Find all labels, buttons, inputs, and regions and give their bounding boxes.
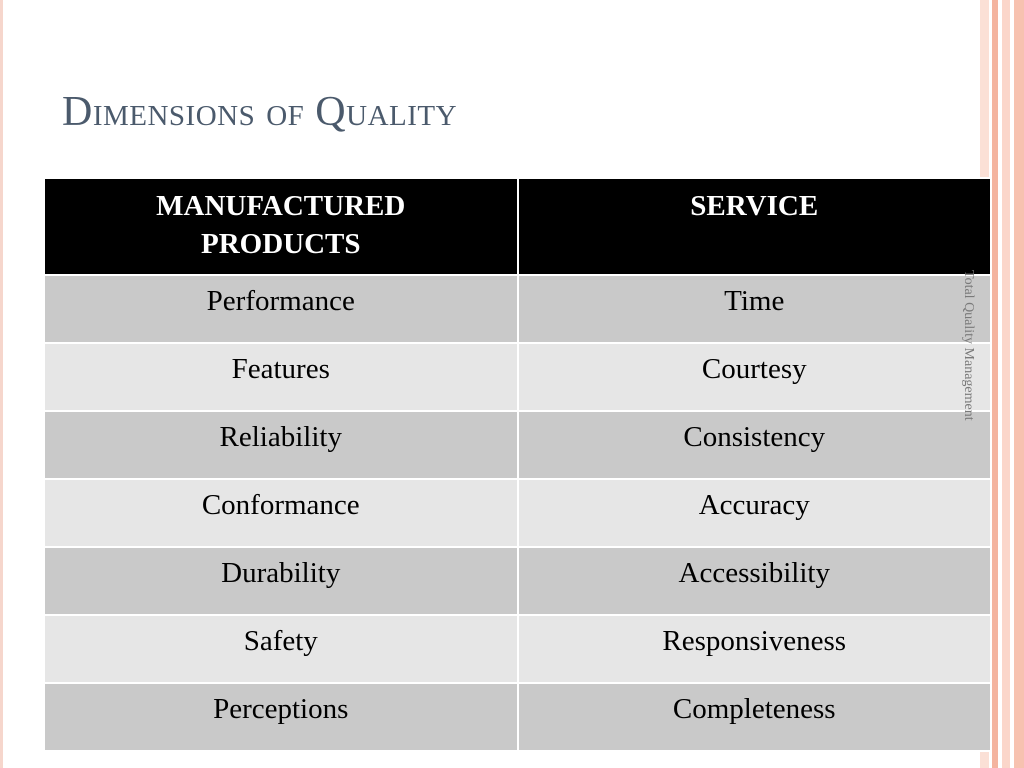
column-header-text: MANUFACTURED PRODUCTS xyxy=(156,190,406,260)
table-cell: Performance xyxy=(43,274,519,344)
table-cell: Consistency xyxy=(516,410,992,480)
table-row: Features Courtesy xyxy=(43,342,992,412)
side-label: Total Quality Management xyxy=(961,270,976,421)
quality-table: MANUFACTURED PRODUCTS SERVICE Performanc… xyxy=(43,177,992,752)
stripe xyxy=(992,0,998,768)
column-header: SERVICE xyxy=(516,177,992,276)
table-body: Performance Time Features Courtesy Reliabili… xyxy=(43,274,992,752)
slide-title: Dimensions of Quality xyxy=(62,89,458,135)
table-row: Safety Responsiveness xyxy=(43,614,992,684)
table-cell: Conformance xyxy=(43,478,519,548)
column-header: MANUFACTURED PRODUCTS xyxy=(43,177,519,276)
table-row: Performance Time xyxy=(43,274,992,344)
table-cell: Responsiveness xyxy=(516,614,992,684)
column-header-text: SERVICE xyxy=(690,190,819,222)
header-row: MANUFACTURED PRODUCTS SERVICE xyxy=(43,177,992,276)
left-edge xyxy=(0,0,3,768)
stripe xyxy=(1002,0,1010,768)
table-row: Reliability Consistency xyxy=(43,410,992,480)
table-cell: Safety xyxy=(43,614,519,684)
table-cell: Accessibility xyxy=(516,546,992,616)
stripe xyxy=(1014,0,1024,768)
table-cell: Features xyxy=(43,342,519,412)
table-row: Conformance Accuracy xyxy=(43,478,992,548)
table-cell: Courtesy xyxy=(516,342,992,412)
table-cell: Accuracy xyxy=(516,478,992,548)
table-cell: Reliability xyxy=(43,410,519,480)
table-cell: Perceptions xyxy=(43,682,519,752)
table-row: Durability Accessibility xyxy=(43,546,992,616)
table-row: Perceptions Completeness xyxy=(43,682,992,752)
table-cell: Completeness xyxy=(516,682,992,752)
table-cell: Time xyxy=(516,274,992,344)
table-cell: Durability xyxy=(43,546,519,616)
